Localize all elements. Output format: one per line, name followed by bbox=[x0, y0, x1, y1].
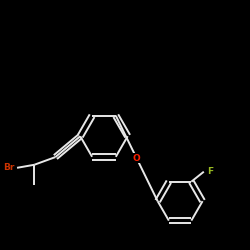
Text: Br: Br bbox=[3, 163, 15, 172]
Text: O: O bbox=[133, 154, 140, 163]
Text: F: F bbox=[208, 167, 214, 176]
